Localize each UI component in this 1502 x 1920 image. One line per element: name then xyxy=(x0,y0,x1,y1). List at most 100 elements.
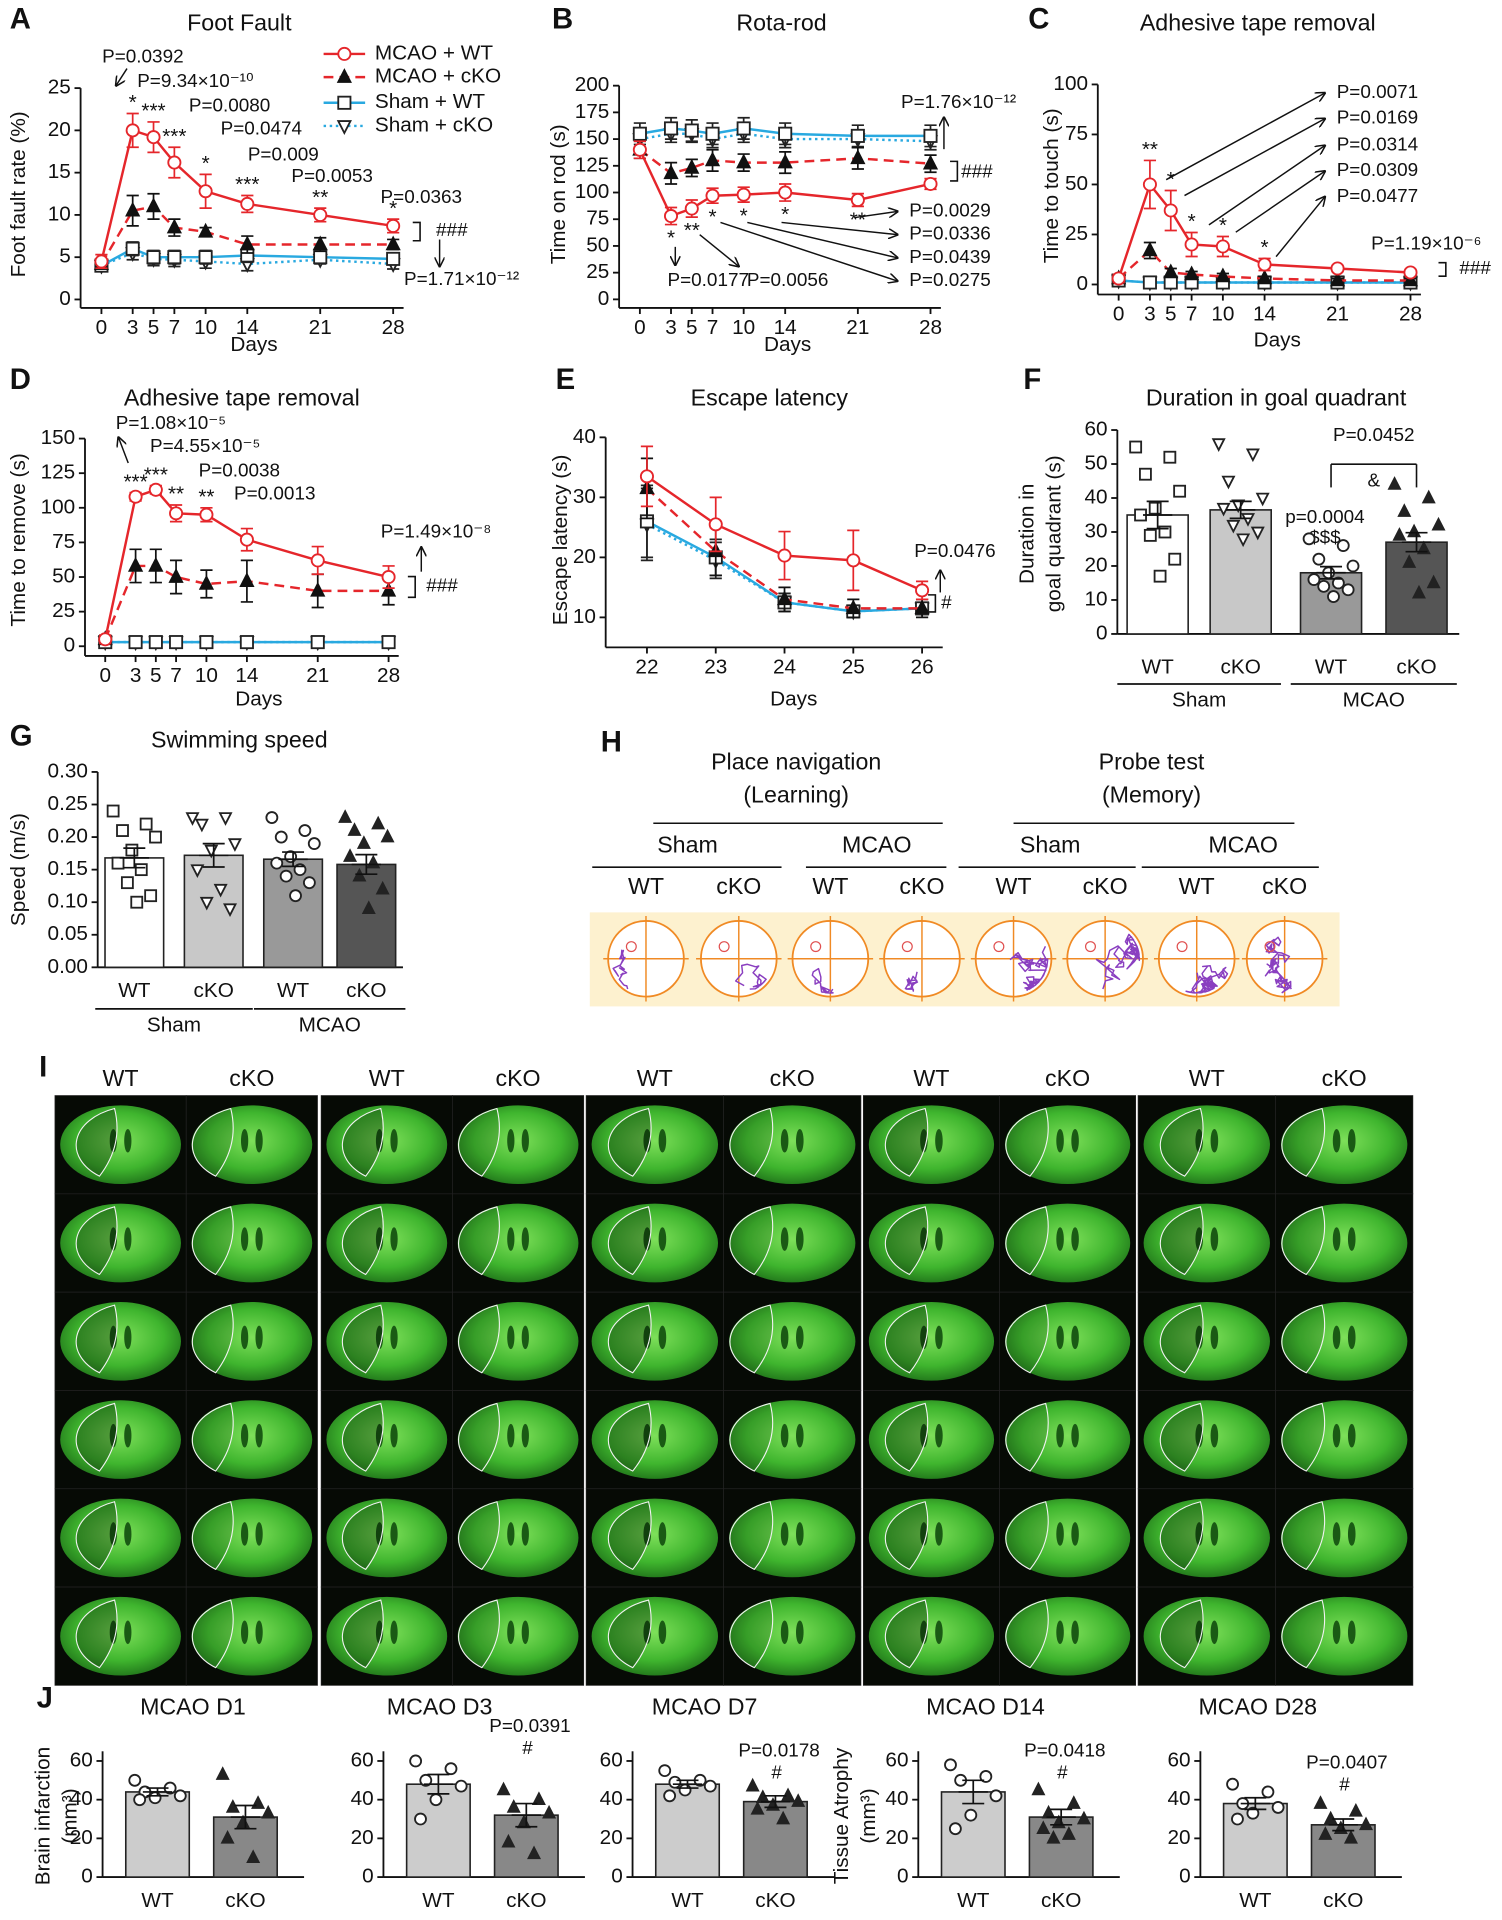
legend-marker xyxy=(336,68,352,83)
marker xyxy=(1173,484,1187,498)
ventricle xyxy=(507,1128,515,1153)
marker xyxy=(1392,527,1407,541)
ventricle xyxy=(920,1620,928,1645)
ventricle xyxy=(507,1620,515,1645)
x-tick-label: 10 xyxy=(732,316,755,339)
marker xyxy=(1245,448,1260,463)
y-tick-label: 10 xyxy=(573,605,596,628)
ventricle xyxy=(780,1423,789,1448)
infarct-outline xyxy=(729,1402,774,1472)
marker xyxy=(227,838,242,852)
error-bar xyxy=(1226,500,1256,520)
marker xyxy=(381,569,396,585)
marker xyxy=(274,830,288,844)
brain-section xyxy=(1280,1203,1408,1283)
infarct-outline xyxy=(884,1599,929,1669)
error-bar xyxy=(1142,500,1173,530)
ventricle xyxy=(109,1522,117,1546)
infarct-outline xyxy=(884,1107,929,1177)
significance-stars: ** xyxy=(312,186,328,209)
annotation: P=0.0314 xyxy=(1337,135,1418,156)
column-label: WT xyxy=(996,873,1032,899)
ventricle xyxy=(1332,1522,1341,1546)
swim-trace xyxy=(811,967,834,994)
marker xyxy=(1411,584,1426,599)
marker xyxy=(989,1789,1003,1803)
ventricle xyxy=(390,1423,398,1448)
brain-section xyxy=(1143,1400,1270,1479)
ventricle xyxy=(109,1128,117,1153)
infarct-outline xyxy=(1005,1206,1049,1276)
y-tick-label: 10 xyxy=(48,202,71,225)
y-tick-label: 0.10 xyxy=(48,890,88,913)
infarct-outline xyxy=(191,1107,234,1177)
chart-title: Rota-rod xyxy=(736,10,826,36)
annotation: P=4.55×10⁻⁵ xyxy=(150,436,260,457)
marker xyxy=(850,192,865,208)
column-label: cKO xyxy=(229,1065,274,1091)
y-tick-label: 0.25 xyxy=(48,792,88,815)
ventricle xyxy=(643,1522,652,1546)
marker xyxy=(444,1762,458,1776)
marker xyxy=(173,1789,187,1803)
annotation: P=0.0056 xyxy=(747,270,828,291)
marker xyxy=(125,123,140,138)
marker xyxy=(1271,1801,1285,1814)
annotation: P=0.0029 xyxy=(909,200,990,221)
infarct-outline xyxy=(341,1206,384,1276)
y-tick-label: 0 xyxy=(897,1865,909,1888)
marker xyxy=(914,599,930,615)
significance-stars: * xyxy=(667,227,675,250)
ventricle xyxy=(1332,1227,1341,1251)
column-label: WT xyxy=(1179,873,1215,899)
ventricle xyxy=(658,1522,667,1546)
marker xyxy=(1031,1781,1046,1796)
marker xyxy=(1261,1785,1275,1799)
annotation: P=0.0336 xyxy=(909,224,990,245)
x-tick-label: cKO xyxy=(346,979,386,1002)
brain-section xyxy=(1004,1498,1131,1578)
marker xyxy=(678,1783,692,1797)
brain-section xyxy=(457,1203,579,1283)
ventricle xyxy=(521,1325,529,1350)
infarct-outline xyxy=(607,1501,652,1571)
significance-stars: ** xyxy=(1142,138,1158,161)
x-tick-label: 0 xyxy=(1113,303,1125,326)
marker xyxy=(106,804,120,818)
ventricle xyxy=(658,1227,667,1251)
annotation: ### xyxy=(1459,258,1491,279)
infarct-outline xyxy=(1005,1304,1049,1374)
arrow xyxy=(118,437,129,464)
marker xyxy=(948,1822,962,1836)
y-tick-label: 20 xyxy=(885,1826,908,1849)
marker xyxy=(778,185,793,200)
header: (Memory) xyxy=(1102,781,1201,807)
ventricle xyxy=(255,1227,263,1251)
y-tick-label: 10 xyxy=(1084,587,1107,610)
marker xyxy=(1163,450,1177,464)
marker xyxy=(375,880,390,895)
significance-stars: *** xyxy=(123,470,147,493)
x-tick-label: 3 xyxy=(130,664,142,687)
marker xyxy=(120,876,134,890)
marker xyxy=(239,635,254,650)
marker xyxy=(776,590,793,606)
y-tick-label: 50 xyxy=(586,233,609,256)
ventricle xyxy=(1347,1128,1356,1153)
error-bar xyxy=(278,851,308,868)
bar xyxy=(336,863,397,969)
ventricle xyxy=(643,1325,652,1350)
group-label: Sham xyxy=(657,832,718,858)
brain-section xyxy=(191,1203,313,1283)
y-axis-label: (mm³) xyxy=(58,1788,81,1843)
ventricle xyxy=(643,1423,652,1448)
y-tick-label: 0 xyxy=(64,634,76,657)
ventricle xyxy=(643,1620,652,1645)
infarct-outline xyxy=(1159,1206,1204,1276)
x-tick-label: cKO xyxy=(1041,1889,1081,1912)
y-tick-label: 100 xyxy=(1053,72,1088,95)
marker xyxy=(1255,492,1270,507)
marker xyxy=(169,635,184,650)
annotation: # xyxy=(941,592,952,613)
